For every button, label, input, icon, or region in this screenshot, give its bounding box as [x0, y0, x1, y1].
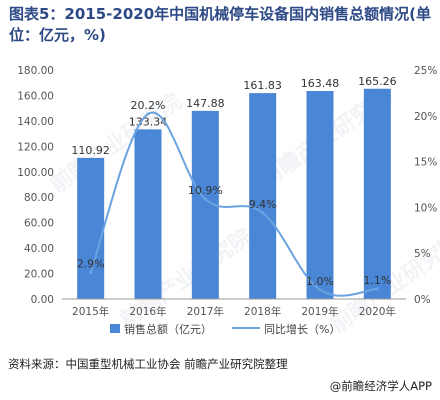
line-data-label: 1.0% — [306, 275, 334, 288]
y-right-tick-label: 20% — [414, 111, 437, 123]
legend-label-line: 同比增长（%） — [264, 322, 340, 336]
y-left-tick-label: 120.00 — [17, 141, 54, 153]
line-data-label: 10.9% — [188, 184, 223, 197]
bar — [306, 91, 334, 299]
y-left-tick-label: 140.00 — [17, 116, 54, 128]
source-note: 资料来源：中国重型机械工业协会 前瞻产业研究院整理 — [8, 357, 288, 371]
y-left-tick-label: 100.00 — [17, 167, 54, 179]
bar — [363, 88, 391, 299]
y-axis-right: 0% 5% 10% 15% 20% 25% — [414, 65, 437, 306]
y-right-tick-label: 25% — [414, 65, 437, 77]
bar — [249, 93, 277, 300]
y-left-tick-label: 20.00 — [24, 269, 54, 281]
line-data-label: 9.4% — [249, 198, 277, 211]
legend-swatch-bar — [110, 324, 120, 333]
line-point — [318, 288, 322, 292]
line-point — [375, 287, 379, 291]
bar — [134, 129, 162, 299]
x-tick-label: 2015年 — [72, 305, 109, 318]
bar-data-label: 163.48 — [301, 77, 340, 90]
x-axis: 2015年 2016年 2017年 2018年 2019年 2020年 — [62, 298, 406, 318]
y-left-tick-label: 180.00 — [17, 65, 54, 77]
legend-label-bar: 销售总额（亿元） — [124, 322, 212, 336]
y-left-tick-label: 60.00 — [24, 218, 54, 230]
x-tick-label: 2016年 — [129, 305, 166, 318]
x-tick-label: 2017年 — [187, 305, 224, 318]
y-axis-left: 0.00 20.00 40.00 60.00 80.00 100.00 120.00 140.… — [17, 65, 54, 306]
bar-data-label: 161.83 — [243, 79, 282, 92]
x-tick-label: 2019年 — [301, 305, 338, 318]
y-left-tick-label: 160.00 — [17, 90, 54, 102]
y-left-tick-label: 40.00 — [24, 243, 54, 255]
line-series: 2.9% 20.2% 10.9% 9.4% 1.0% 1.1% — [77, 99, 391, 297]
bar — [77, 157, 105, 299]
line-point — [146, 112, 150, 116]
y-right-tick-label: 0% — [414, 294, 431, 306]
line-data-label: 1.1% — [363, 274, 391, 287]
bar-data-label: 110.92 — [71, 144, 110, 157]
chart-title: 图表5：2015-2020年中国机械停车设备国内销售总额情况(单位：亿元，%) — [9, 5, 432, 44]
bar-data-label: 165.26 — [358, 75, 397, 88]
x-tick-label: 2020年 — [359, 305, 396, 318]
line-point — [261, 211, 265, 215]
y-right-tick-label: 5% — [414, 248, 431, 260]
y-right-tick-label: 10% — [414, 202, 437, 214]
legend: 销售总额（亿元） 同比增长（%） — [110, 322, 340, 336]
y-right-tick-label: 15% — [414, 157, 437, 169]
bar-data-label: 147.88 — [186, 97, 225, 110]
y-left-tick-label: 0.00 — [31, 294, 54, 306]
y-left-tick-label: 80.00 — [24, 192, 54, 204]
line-data-label: 2.9% — [77, 257, 105, 270]
line-point — [89, 270, 93, 274]
chart-canvas: 前瞻产业研究院前瞻产业研究院前瞻产业研究院前瞻产业研究院 0.0020.0040… — [17, 65, 440, 338]
line-point — [203, 197, 207, 201]
brand-credit: @前瞻经济学人APP — [329, 379, 432, 393]
x-tick-label: 2018年 — [244, 305, 281, 318]
line-data-label: 20.2% — [131, 99, 166, 112]
